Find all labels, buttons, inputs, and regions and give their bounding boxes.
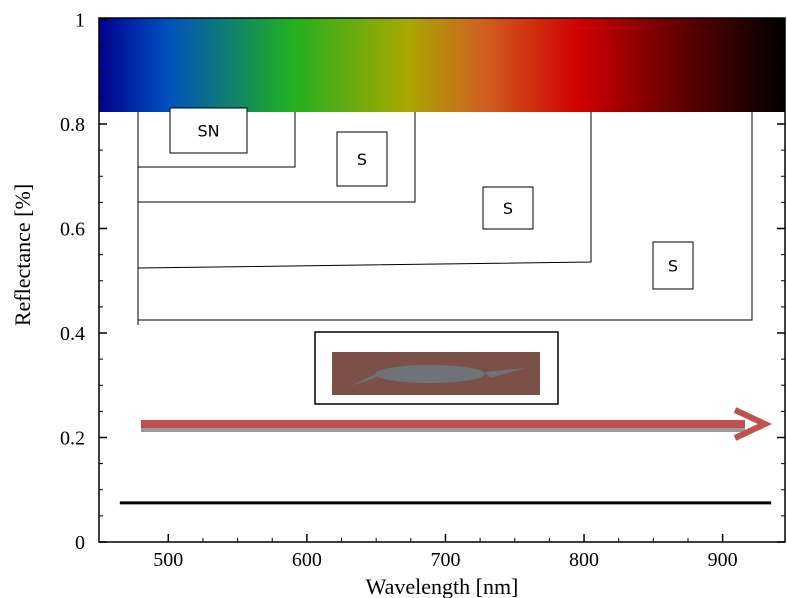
y-axis-label: Reflectance [%]: [10, 184, 35, 326]
bracket: [138, 112, 416, 203]
x-tick-label: 900: [708, 549, 738, 571]
box-label: S: [503, 199, 513, 218]
box-label: SN: [197, 122, 219, 141]
x-tick-label: 500: [153, 549, 183, 571]
y-tick-label: 0.2: [60, 428, 85, 450]
spectrum-bar: [99, 18, 785, 112]
y-tick-label: 0.6: [60, 219, 85, 241]
bracket: [138, 112, 753, 321]
y-tick-label: 0.4: [60, 323, 85, 345]
label-box: [336, 131, 388, 187]
y-tick-label: 0.8: [60, 114, 85, 136]
x-tick-label: 700: [430, 549, 460, 571]
x-tick-label: 600: [292, 549, 322, 571]
plot-frame: [98, 17, 786, 543]
box-label: S: [668, 257, 678, 276]
y-tick-label: 0: [75, 532, 85, 554]
arrow: [141, 407, 773, 441]
label-box: [169, 107, 248, 154]
x-tick-label: 800: [569, 549, 599, 571]
bracket: [137, 112, 592, 269]
y-tick-label: 1: [75, 10, 85, 32]
label-box: [482, 186, 534, 230]
box-label: S: [357, 150, 367, 169]
bracket: [138, 112, 296, 168]
photo: [314, 331, 559, 405]
x-axis-label: Wavelength [nm]: [366, 574, 519, 598]
label-box: [652, 241, 694, 290]
